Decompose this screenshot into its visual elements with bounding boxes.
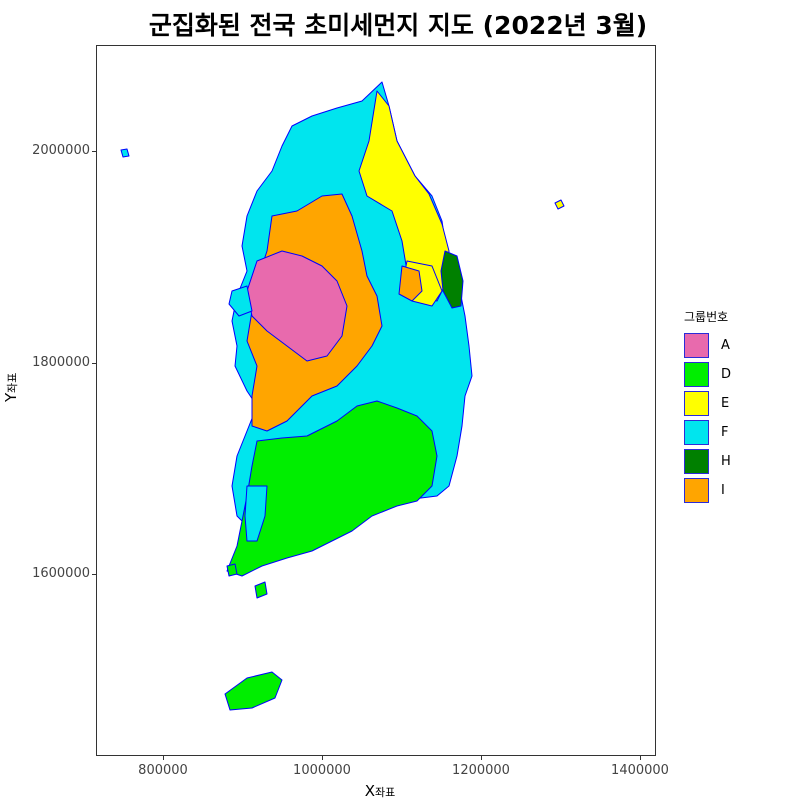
island-south-1 (226, 563, 238, 577)
legend-swatch-a (684, 333, 709, 358)
legend-item: F (684, 418, 731, 447)
legend-swatch-i (684, 478, 709, 503)
region-group-i-east (398, 265, 423, 302)
x-axis-label-main: X (364, 782, 376, 800)
x-tick-label: 1200000 (452, 763, 510, 778)
legend-label: F (721, 425, 729, 440)
y-axis-label-sub: 좌표 (6, 372, 19, 393)
island-ulleung (554, 199, 565, 210)
legend-label: A (721, 338, 730, 353)
y-tick-label: 1800000 (32, 355, 90, 370)
region-group-f-westcoast (244, 485, 268, 542)
region-group-h-eastcoast (440, 250, 464, 309)
legend-item: A (684, 331, 731, 360)
y-tick-label: 2000000 (32, 143, 90, 158)
region-group-e-northeast (358, 90, 450, 302)
island-south-2 (254, 581, 268, 599)
legend-item: E (684, 389, 731, 418)
y-axis-label: Y좌표 (2, 373, 20, 402)
x-tick-mark (322, 756, 323, 760)
x-tick-mark (163, 756, 164, 760)
legend: 그룹번호 A D E F H I (684, 308, 731, 505)
y-tick-mark (92, 151, 96, 152)
legend-title: 그룹번호 (684, 310, 729, 324)
region-group-d-jeju (224, 671, 283, 711)
x-tick-label: 800000 (138, 763, 188, 778)
korea-map (120, 81, 565, 711)
legend-label: I (721, 483, 725, 498)
region-group-f-northwest (228, 285, 253, 317)
x-tick-mark (481, 756, 482, 760)
x-tick-label: 1000000 (293, 763, 351, 778)
legend-swatch-f (684, 420, 709, 445)
legend-label: H (721, 454, 731, 469)
legend-swatch-d (684, 362, 709, 387)
region-group-d-south (226, 400, 438, 577)
legend-item: D (684, 360, 731, 389)
x-axis-label-sub: 좌표 (375, 786, 396, 799)
legend-label: E (721, 396, 730, 411)
region-group-a-central (246, 250, 348, 362)
y-tick-mark (92, 574, 96, 575)
x-axis-label: X좌표 (340, 782, 420, 800)
y-tick-label: 1600000 (32, 566, 90, 581)
legend-swatch-e (684, 391, 709, 416)
x-tick-label: 1400000 (611, 763, 669, 778)
chart-title: 군집화된 전국 초미세먼지 지도 (2022년 3월) (148, 11, 648, 40)
legend-label: D (721, 367, 732, 382)
x-tick-mark (640, 756, 641, 760)
legend-item: I (684, 476, 731, 505)
legend-swatch-h (684, 449, 709, 474)
legend-item: H (684, 447, 731, 476)
y-tick-mark (92, 363, 96, 364)
y-axis-label-main: Y (2, 392, 20, 402)
island-northwest (120, 148, 130, 158)
